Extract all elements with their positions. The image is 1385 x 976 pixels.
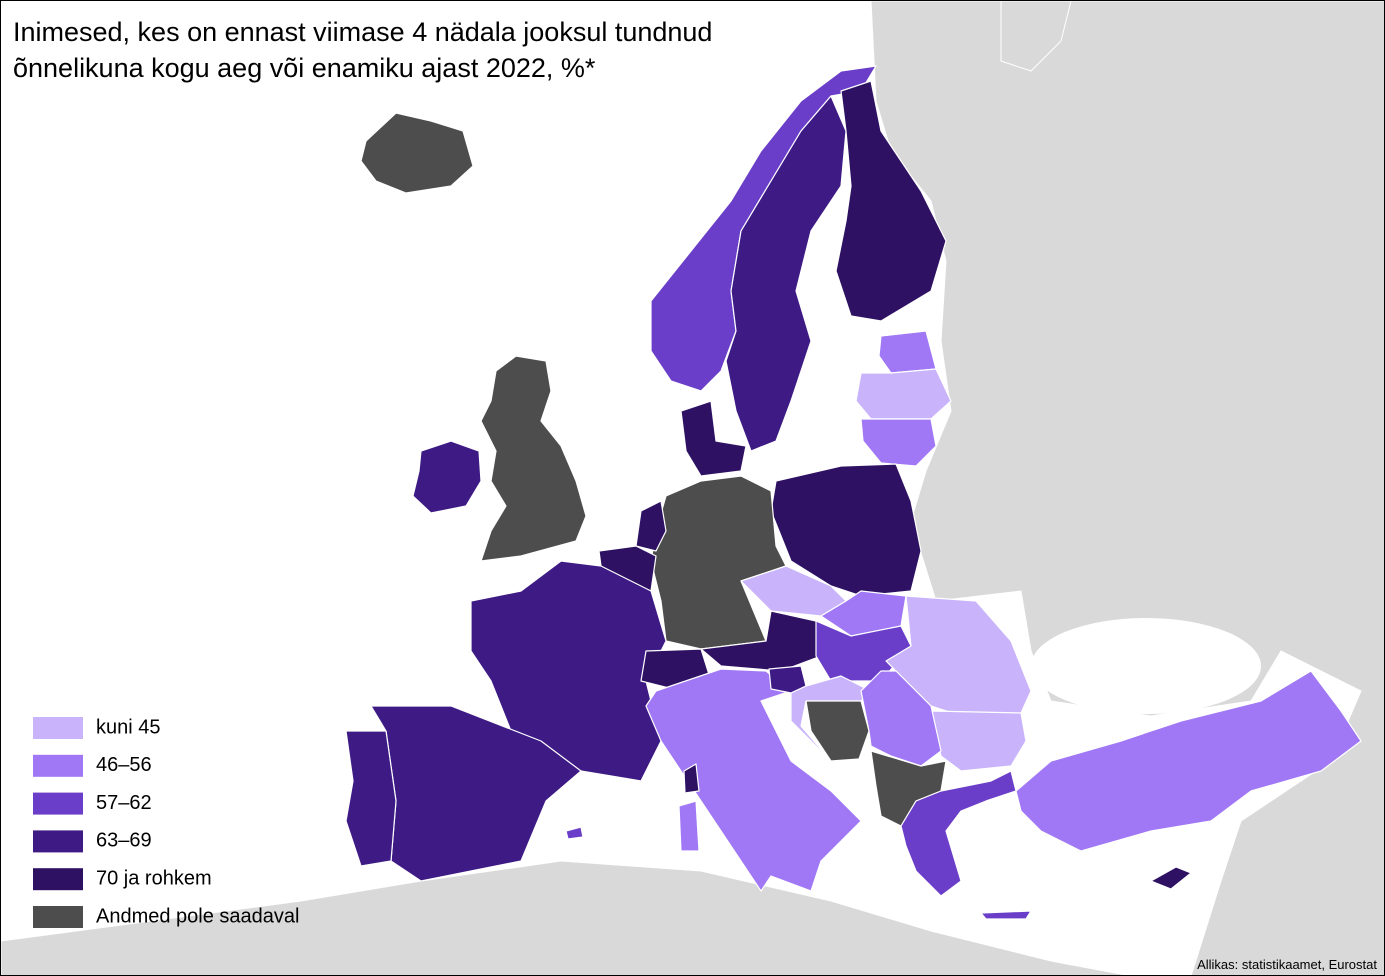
country [860,418,937,467]
legend-swatch [33,717,83,739]
country [855,368,952,420]
legend-label: 46–56 [96,754,152,776]
legend-swatch [33,906,83,928]
other-land [1000,1,1072,72]
country [345,730,397,867]
country [565,826,584,840]
title-line: Inimesed, kes on ennast viimase 4 nädala… [13,17,712,47]
title-line: õnnelikuna kogu aeg või enamiku ajast 20… [13,53,596,83]
country [412,440,482,514]
country [930,710,1027,772]
legend-swatch [33,868,83,891]
country [1015,670,1362,852]
other-land [1,860,1129,975]
country [770,463,922,597]
country [680,400,747,477]
legend-swatch [33,830,83,853]
country [835,80,947,322]
legend-swatch [33,754,83,777]
country [650,475,787,650]
country [360,112,474,194]
country [725,95,847,452]
legend: kuni 45 46–56 57–62 63–69 70 ja rohkem Andmed… [33,716,299,928]
legend-label: Andmed pole saadaval [96,905,299,927]
country [980,910,1032,920]
legend-label: kuni 45 [96,716,161,738]
country [480,355,587,562]
country [805,700,870,762]
country [860,670,942,767]
black-sea [1031,618,1261,714]
country [683,763,700,794]
legend-label: 63–69 [96,830,152,852]
country [900,770,1017,897]
country [1150,866,1192,890]
legend-label: 70 ja rohkem [96,867,212,889]
country [878,330,937,374]
legend-label: 57–62 [96,792,152,814]
legend-swatch [33,792,83,815]
country [678,800,700,852]
source: Allikas: statistikaamet, Eurostat [1197,957,1377,972]
country [635,500,667,552]
